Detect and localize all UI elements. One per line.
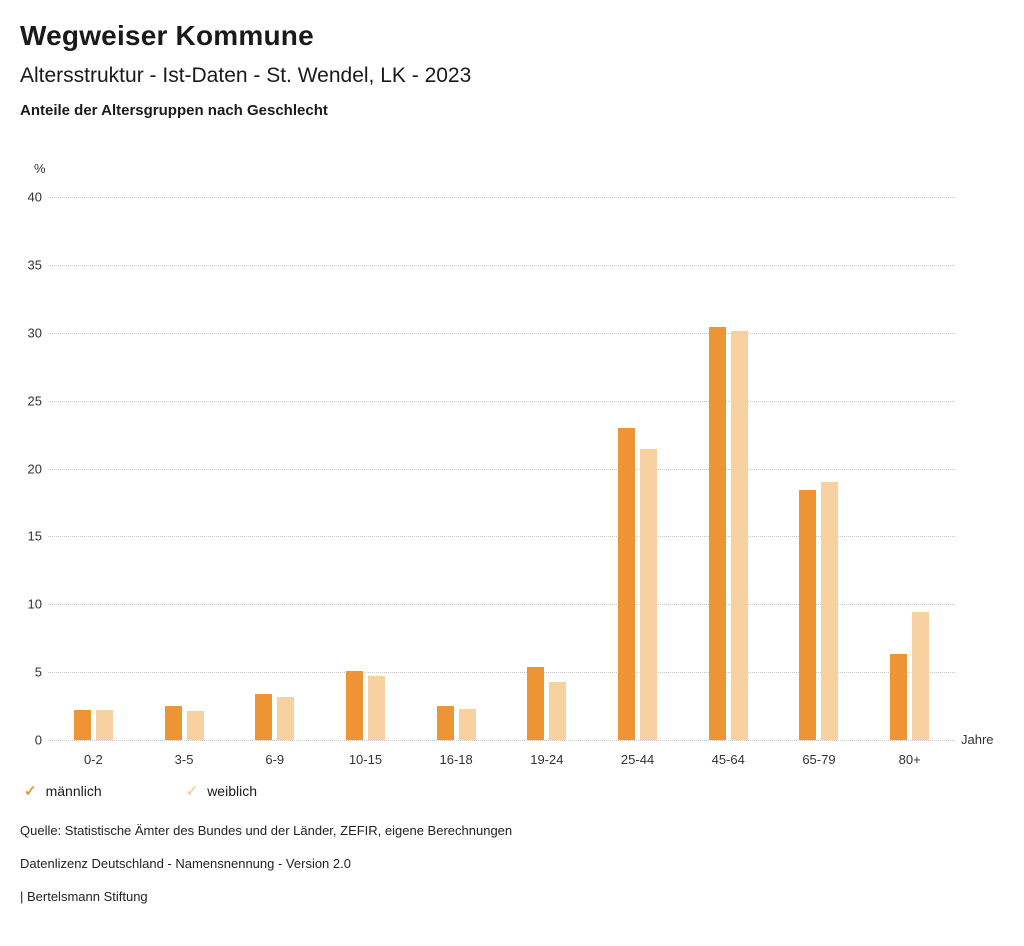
y-tick-label: 25 bbox=[27, 393, 42, 409]
bar-männlich-0-2 bbox=[73, 710, 91, 740]
page-subtitle: Altersstruktur - Ist-Daten - St. Wendel,… bbox=[20, 64, 472, 87]
bar-weiblich-16-18 bbox=[458, 708, 476, 740]
x-tick-label: 80+ bbox=[898, 752, 921, 767]
bar-männlich-25-44 bbox=[618, 427, 636, 740]
x-tick-label: 25-44 bbox=[620, 752, 655, 767]
bar-männlich-3-5 bbox=[164, 706, 182, 740]
chart-legend: ✓ männlich ✓ weiblich bbox=[20, 783, 1004, 799]
y-tick-label: 5 bbox=[34, 664, 42, 680]
license-note: Datenlizenz Deutschland - Namensnennung … bbox=[20, 856, 351, 871]
gridline bbox=[48, 332, 955, 334]
x-tick-label: 65-79 bbox=[802, 752, 836, 767]
y-axis-unit-label: % bbox=[34, 161, 46, 176]
gridline bbox=[48, 740, 955, 741]
bar-weiblich-80+ bbox=[912, 612, 930, 740]
gridline bbox=[48, 536, 955, 538]
bar-weiblich-0-2 bbox=[95, 710, 113, 740]
x-tick-label: 0-2 bbox=[83, 752, 103, 767]
gridline bbox=[48, 468, 955, 470]
bar-männlich-45-64 bbox=[708, 327, 726, 740]
x-tick-label: 45-64 bbox=[711, 752, 745, 767]
bar-männlich-80+ bbox=[890, 654, 908, 740]
bar-männlich-6-9 bbox=[255, 693, 273, 740]
x-tick-label: 16-18 bbox=[439, 752, 473, 767]
gridline bbox=[48, 264, 955, 266]
gridline bbox=[48, 672, 955, 674]
gridline bbox=[48, 604, 955, 606]
x-tick-label: 19-24 bbox=[530, 752, 564, 767]
x-axis-label: Jahre bbox=[961, 732, 994, 747]
bar-weiblich-10-15 bbox=[367, 676, 385, 740]
check-icon: ✓ bbox=[185, 782, 199, 800]
y-tick-label: 40 bbox=[27, 189, 42, 205]
legend-item-label: weiblich bbox=[207, 783, 257, 799]
gridline bbox=[48, 400, 955, 402]
x-tick-label: 6-9 bbox=[265, 752, 285, 767]
bar-männlich-65-79 bbox=[799, 490, 817, 740]
y-tick-label: 35 bbox=[27, 257, 42, 273]
attribution-note: | Bertelsmann Stiftung bbox=[20, 889, 148, 904]
source-note: Quelle: Statistische Ämter des Bundes un… bbox=[20, 823, 513, 838]
gridline bbox=[48, 197, 955, 198]
bar-männlich-10-15 bbox=[345, 670, 363, 740]
x-tick-label: 3-5 bbox=[174, 752, 194, 767]
footer: Quelle: Statistische Ämter des Bundes un… bbox=[20, 823, 1004, 904]
x-tick-label: 10-15 bbox=[348, 752, 383, 767]
legend-item-maennlich[interactable]: ✓ männlich bbox=[24, 783, 102, 799]
legend-item-label: männlich bbox=[45, 783, 102, 799]
y-tick-label: 20 bbox=[27, 461, 42, 476]
check-icon: ✓ bbox=[24, 782, 37, 800]
bar-chart: % Jahre 0 5 10 15 20 25 30 35 40 0-2 3-5 6-9 10-15 16… bbox=[20, 137, 1004, 777]
y-tick-label: 15 bbox=[27, 528, 42, 544]
bar-weiblich-25-44 bbox=[640, 449, 658, 740]
bar-männlich-16-18 bbox=[436, 706, 454, 740]
bar-weiblich-3-5 bbox=[186, 711, 204, 740]
y-tick-label: 30 bbox=[27, 325, 42, 341]
page-title: Wegweiser Kommune bbox=[20, 20, 314, 51]
legend-item-weiblich[interactable]: ✓ weiblich bbox=[186, 783, 257, 799]
bar-weiblich-65-79 bbox=[821, 482, 839, 740]
y-tick-label: 10 bbox=[27, 596, 42, 612]
bar-weiblich-45-64 bbox=[730, 331, 748, 740]
chart-title: Anteile der Altersgruppen nach Geschlech… bbox=[20, 102, 328, 119]
bar-männlich-19-24 bbox=[527, 666, 545, 740]
bar-weiblich-19-24 bbox=[549, 681, 567, 740]
y-tick-label: 0 bbox=[34, 732, 42, 748]
bar-weiblich-6-9 bbox=[277, 696, 295, 740]
